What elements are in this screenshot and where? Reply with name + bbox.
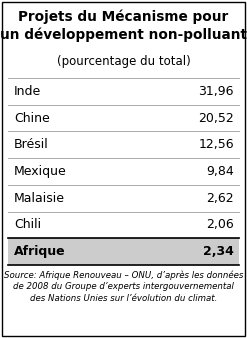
Text: 20,52: 20,52: [198, 112, 234, 125]
Text: Projets du Mécanisme pour
un développement non-polluant: Projets du Mécanisme pour un développeme…: [0, 10, 247, 42]
Text: 2,62: 2,62: [206, 192, 234, 205]
Text: 31,96: 31,96: [199, 85, 234, 98]
Text: (pourcentage du total): (pourcentage du total): [57, 55, 190, 68]
Text: 2,34: 2,34: [203, 245, 234, 258]
Text: 9,84: 9,84: [206, 165, 234, 178]
Text: Afrique: Afrique: [14, 245, 66, 258]
Text: Chili: Chili: [14, 218, 41, 232]
Text: 12,56: 12,56: [198, 138, 234, 151]
Text: Brésil: Brésil: [14, 138, 49, 151]
Text: Malaisie: Malaisie: [14, 192, 65, 205]
Text: 2,06: 2,06: [206, 218, 234, 232]
Bar: [8, 238, 239, 265]
Text: Mexique: Mexique: [14, 165, 67, 178]
Text: Chine: Chine: [14, 112, 50, 125]
Text: Inde: Inde: [14, 85, 41, 98]
Text: Source: Afrique Renouveau – ONU, d’après les données
de 2008 du Groupe d’experts: Source: Afrique Renouveau – ONU, d’après…: [4, 270, 243, 303]
